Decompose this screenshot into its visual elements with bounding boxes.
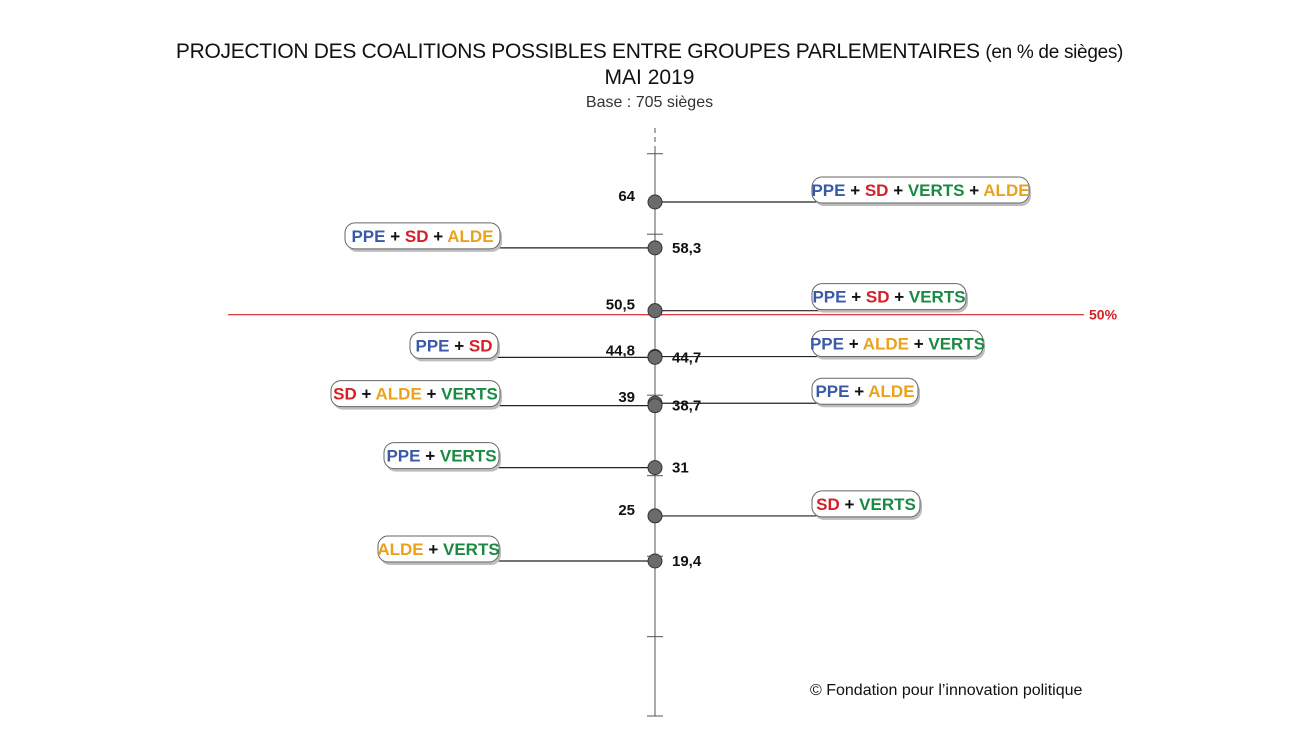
data-point	[647, 194, 663, 210]
plus-sign: +	[888, 181, 907, 200]
party-sd: SD	[866, 288, 890, 307]
data-point	[647, 460, 663, 476]
value-label: 25	[618, 502, 635, 519]
plus-sign: +	[844, 335, 863, 354]
coalition-label: SD + ALDE + VERTS	[333, 385, 498, 404]
plus-sign: +	[965, 181, 984, 200]
party-alde: ALDE	[376, 385, 422, 404]
coalition-label: PPE + SD + VERTS + ALDE	[811, 181, 1029, 200]
party-alde: ALDE	[868, 382, 914, 401]
party-verts: VERTS	[443, 540, 500, 559]
data-point	[647, 349, 663, 365]
chart-title-main: PROJECTION DES COALITIONS POSSIBLES ENTR…	[175, 40, 980, 63]
plus-sign: +	[357, 385, 376, 404]
coalition-label: PPE + SD	[415, 336, 492, 355]
coalition-pill	[811, 377, 919, 405]
party-alde: ALDE	[863, 335, 909, 354]
plus-sign: +	[386, 227, 405, 246]
party-verts: VERTS	[441, 385, 498, 404]
plus-sign: +	[450, 336, 469, 355]
coalition-label: PPE + SD + ALDE	[351, 227, 493, 246]
coalition-label: PPE + SD + VERTS	[812, 288, 965, 307]
plus-sign: +	[422, 385, 441, 404]
party-ppe: PPE	[815, 382, 849, 401]
party-verts: VERTS	[928, 335, 985, 354]
plus-sign: +	[909, 335, 928, 354]
coalition-pill	[344, 222, 501, 250]
chart-title-unit: (en % de sièges)	[985, 42, 1124, 63]
chart-subtitle: MAI 2019	[604, 66, 695, 89]
data-point	[647, 508, 663, 524]
party-sd: SD	[469, 336, 493, 355]
coalition-pill	[409, 331, 499, 359]
party-sd: SD	[816, 495, 840, 514]
value-label: 19,4	[672, 553, 702, 570]
data-point	[647, 553, 663, 569]
threshold-label: 50%	[1089, 307, 1118, 323]
coalition-pill	[330, 380, 501, 408]
plus-sign: +	[424, 540, 443, 559]
coalition-pill	[811, 490, 921, 518]
party-alde: ALDE	[447, 227, 493, 246]
coalition-label: PPE + ALDE + VERTS	[810, 335, 985, 354]
party-sd: SD	[333, 385, 357, 404]
plus-sign: +	[429, 227, 448, 246]
data-point	[647, 398, 663, 414]
coalition-label: PPE + VERTS	[386, 447, 496, 466]
party-sd: SD	[405, 227, 429, 246]
party-ppe: PPE	[810, 335, 844, 354]
party-verts: VERTS	[908, 181, 965, 200]
plus-sign: +	[840, 495, 859, 514]
value-label: 58,3	[672, 240, 701, 257]
party-ppe: PPE	[415, 336, 449, 355]
party-ppe: PPE	[812, 288, 846, 307]
value-label: 31	[672, 460, 689, 477]
party-alde: ALDE	[983, 181, 1029, 200]
value-label: 50,5	[606, 297, 635, 314]
coalition-pill	[811, 176, 1030, 204]
party-verts: VERTS	[909, 288, 966, 307]
party-verts: VERTS	[440, 447, 497, 466]
party-ppe: PPE	[811, 181, 845, 200]
plus-sign: +	[846, 288, 865, 307]
data-point	[647, 303, 663, 319]
plus-sign: +	[845, 181, 864, 200]
plus-sign: +	[850, 382, 869, 401]
coalition-pill	[377, 535, 500, 563]
party-ppe: PPE	[351, 227, 385, 246]
value-label: 44,8	[606, 343, 635, 360]
chart-title: PROJECTION DES COALITIONS POSSIBLES ENTR…	[0, 40, 1299, 64]
data-point	[647, 240, 663, 256]
coalition-label: ALDE + VERTS	[377, 540, 499, 559]
copyright-text: © Fondation pour l’innovation politique	[810, 682, 1083, 699]
coalition-pill	[383, 442, 500, 470]
value-label: 44,7	[672, 349, 701, 366]
party-verts: VERTS	[859, 495, 916, 514]
coalition-pill	[811, 283, 967, 311]
plus-sign: +	[420, 447, 439, 466]
value-label: 38,7	[672, 398, 701, 415]
value-label: 64	[618, 188, 635, 205]
party-sd: SD	[865, 181, 889, 200]
plus-sign: +	[889, 288, 908, 307]
coalition-label: PPE + ALDE	[815, 382, 914, 401]
party-ppe: PPE	[386, 447, 420, 466]
coalition-label: SD + VERTS	[816, 495, 916, 514]
value-label: 39	[618, 389, 635, 406]
party-alde: ALDE	[377, 540, 423, 559]
coalition-pill	[811, 330, 984, 358]
chart-base: Base : 705 sièges	[585, 94, 714, 111]
